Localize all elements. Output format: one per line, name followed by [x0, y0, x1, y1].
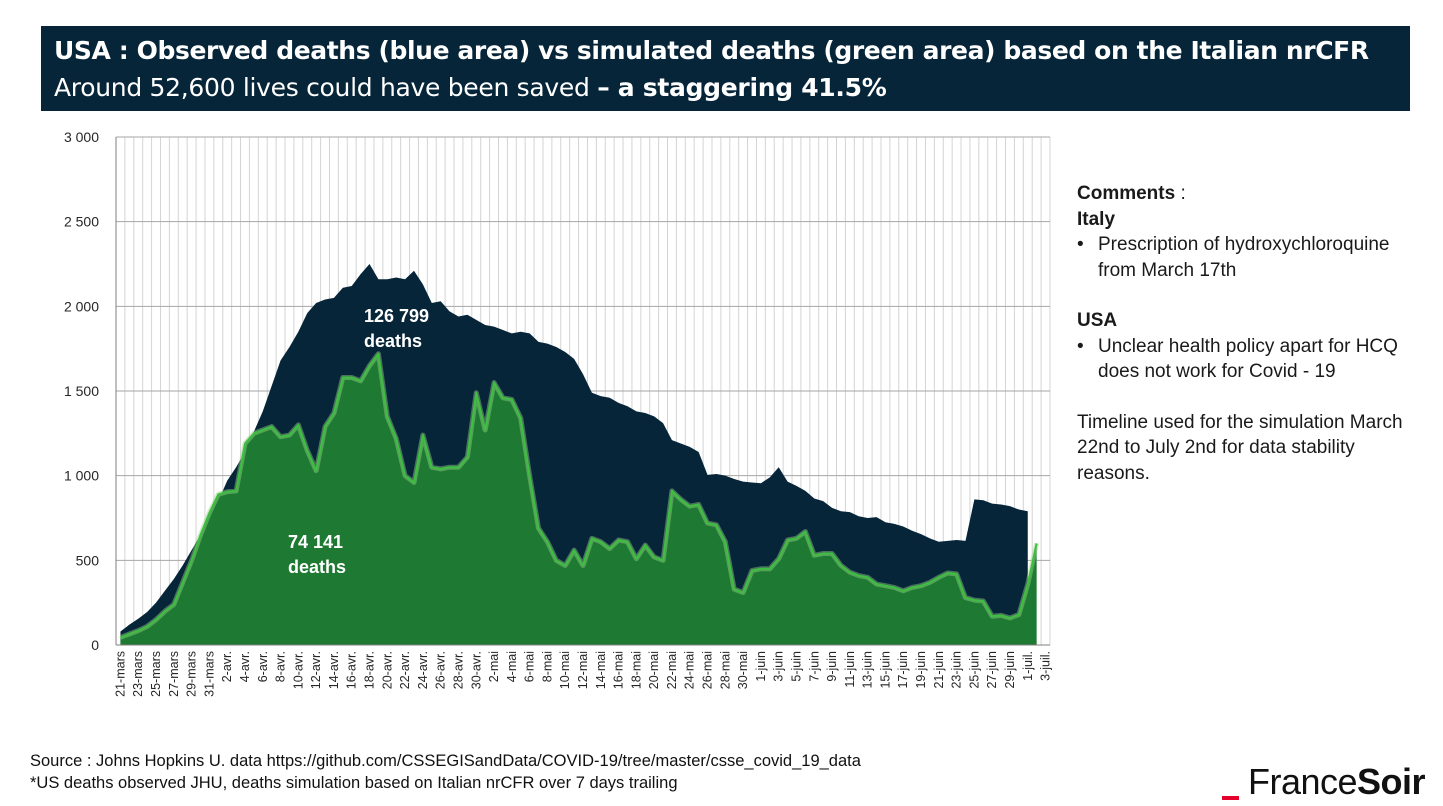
source-footer: Source : Johns Hopkins U. data https://g…: [30, 750, 861, 794]
y-tick-label: 1 500: [64, 383, 99, 399]
simulated-total-label: 74 141: [288, 532, 343, 552]
x-tick-label: 25-juin: [967, 651, 981, 689]
x-tick-label: 25-mars: [149, 651, 163, 697]
y-tick-label: 2 000: [64, 298, 99, 314]
x-tick-label: 16-mai: [612, 651, 626, 689]
y-tick-label: 0: [91, 637, 99, 653]
x-tick-label: 29-juin: [1003, 651, 1017, 689]
y-tick-label: 2 500: [64, 214, 99, 230]
method-note: *US deaths observed JHU, deaths simulati…: [30, 774, 678, 792]
x-tick-label: 11-juin: [843, 651, 857, 688]
x-tick-label: 26-mai: [701, 651, 715, 689]
x-tick-label: 29-mars: [185, 651, 199, 697]
axes: [115, 137, 1050, 646]
x-tick-label: 15-juin: [878, 651, 892, 689]
x-tick-label: 26-avr.: [434, 651, 448, 689]
y-tick-label: 3 000: [64, 129, 99, 145]
x-tick-label: 22-avr.: [398, 651, 412, 689]
source-line: Source : Johns Hopkins U. data https://g…: [30, 752, 861, 770]
x-tick-label: 4-mai: [505, 651, 519, 682]
x-tick-label: 18-mai: [629, 651, 643, 689]
simulated-total-sub: deaths: [288, 557, 346, 577]
x-tick-label: 22-mai: [665, 651, 679, 689]
observed-total-sub: deaths: [364, 331, 422, 351]
y-tick-label: 500: [76, 552, 100, 568]
x-tick-label: 24-mai: [683, 651, 697, 689]
x-tick-label: 24-avr.: [416, 651, 430, 689]
x-tick-label: 12-mai: [576, 651, 590, 689]
comments-panel: Comments : Italy Prescription of hydroxy…: [1077, 181, 1422, 486]
comments-heading: Comments :: [1077, 183, 1186, 204]
x-tick-label: 20-mai: [647, 651, 661, 689]
logo-wordmark: FranceSoir: [1248, 761, 1426, 802]
x-tick-label: 20-avr.: [380, 651, 394, 689]
x-tick-label: 23-juin: [950, 651, 964, 689]
x-tick-label: 31-mars: [202, 651, 216, 697]
x-tick-label: 21-mars: [113, 651, 127, 697]
x-tick-label: 1-juil.: [1021, 651, 1035, 681]
x-tick-label: 4-avr.: [238, 651, 252, 682]
simulated-deaths-line: [120, 352, 1038, 639]
x-tick-label: 12-avr.: [309, 651, 323, 689]
spacer: [1077, 385, 1422, 410]
spacer: [1077, 283, 1422, 308]
observed-total-label: 126 799: [364, 306, 429, 326]
x-tick-label: 6-avr.: [256, 651, 270, 682]
x-tick-label: 7-juin: [807, 651, 821, 682]
x-tick-label: 14-avr.: [327, 651, 341, 689]
deaths-area-chart: 0 500 1 000 1 500 2 000 2 500 3 000 21-mars 23-…: [64, 129, 1053, 697]
usa-bullet: Unclear health policy apart for HCQ does…: [1077, 334, 1422, 385]
x-tick-label: 8-avr.: [274, 651, 288, 682]
x-tick-label: 3-juin: [772, 651, 786, 682]
x-tick-label: 8-mai: [540, 651, 554, 682]
x-tick-label: 28-avr.: [451, 651, 465, 689]
x-tick-labels: 21-mars 23-mars 25-mars 27-mars 29-mars 31-ma…: [113, 651, 1052, 697]
chart-subtitle: Around 52,600 lives could have been save…: [54, 69, 1410, 106]
subtitle-plain: Around 52,600 lives could have been save…: [54, 73, 598, 102]
x-tick-label: 27-juin: [985, 651, 999, 689]
y-tick-label: 1 000: [64, 468, 99, 484]
simulated-deaths-area: [120, 353, 1037, 645]
chart-title: USA : Observed deaths (blue area) vs sim…: [54, 36, 1369, 65]
usa-list: Unclear health policy apart for HCQ does…: [1077, 334, 1422, 385]
x-tick-label: 3-juil.: [1039, 651, 1053, 681]
subtitle-bold: – a staggering 41.5%: [597, 73, 887, 102]
usa-heading: USA: [1077, 310, 1118, 331]
x-tick-label: 14-mai: [594, 651, 608, 689]
annotations: 126 799 deaths 74 141 deaths: [288, 306, 429, 577]
x-tick-label: 30-avr.: [469, 651, 483, 689]
x-tick-label: 13-juin: [861, 651, 875, 689]
x-tick-label: 28-mai: [718, 651, 732, 689]
x-tick-label: 5-juin: [789, 651, 803, 682]
x-tick-label: 27-mars: [167, 651, 181, 697]
logo-red-dash: [1222, 796, 1239, 800]
series-areas: [119, 264, 1040, 645]
x-tick-label: 18-avr.: [363, 651, 377, 689]
x-tick-label: 2-mai: [487, 651, 501, 682]
x-tick-label: 16-avr.: [345, 651, 359, 689]
timeline-note: Timeline used for the simulation March 2…: [1077, 411, 1403, 484]
x-tick-label: 19-juin: [914, 651, 928, 689]
x-tick-label: 9-juin: [825, 651, 839, 682]
x-tick-label: 10-avr.: [291, 651, 305, 689]
x-tick-label: 21-juin: [932, 651, 946, 689]
y-tick-labels: 0 500 1 000 1 500 2 000 2 500 3 000: [64, 129, 99, 653]
x-tick-label: 17-juin: [896, 651, 910, 689]
italy-bullet: Prescription of hydroxychloroquine from …: [1077, 232, 1422, 283]
x-tick-label: 2-avr.: [220, 651, 234, 682]
italy-list: Prescription of hydroxychloroquine from …: [1077, 232, 1422, 283]
title-banner: USA : Observed deaths (blue area) vs sim…: [41, 26, 1410, 111]
italy-heading: Italy: [1077, 208, 1116, 230]
x-tick-label: 23-mars: [131, 651, 145, 697]
x-tick-label: 10-mai: [558, 651, 572, 689]
x-tick-label: 6-mai: [523, 651, 537, 682]
x-tick-label: 30-mai: [736, 651, 750, 689]
x-tick-label: 1-juin: [754, 651, 768, 682]
